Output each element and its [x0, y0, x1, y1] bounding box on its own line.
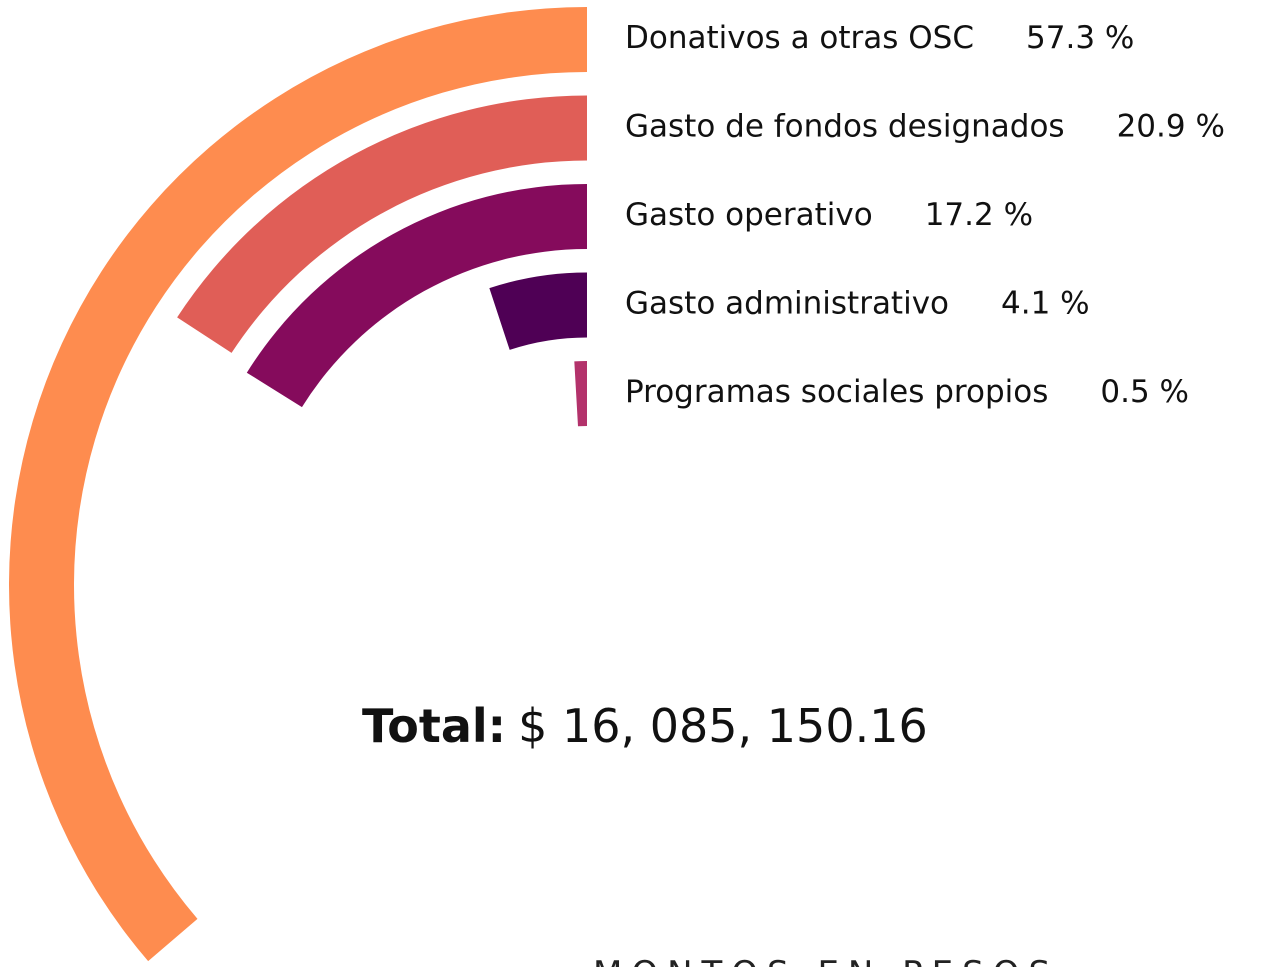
total-value: $ 16, 085, 150.16 — [518, 699, 928, 753]
category-label: Programas sociales propios — [625, 374, 1048, 410]
subtitle: MONTOS EN PESOS — [593, 954, 1059, 967]
radial-bar — [246, 184, 587, 408]
total: Total: $ 16, 085, 150.16 — [362, 699, 928, 753]
category-label: Gasto de fondos designados — [625, 109, 1065, 145]
value-label: 57.3 % — [1026, 20, 1134, 56]
value-label: 17.2 % — [925, 197, 1033, 233]
value-label: 0.5 % — [1100, 374, 1189, 410]
category-label: Donativos a otras OSC — [625, 20, 974, 56]
category-label: Gasto operativo — [625, 197, 873, 233]
total-label: Total: — [362, 699, 506, 753]
value-label: 20.9 % — [1117, 109, 1225, 145]
radial-bar — [489, 272, 587, 350]
radial-bar — [574, 361, 587, 427]
radial-bar — [177, 95, 587, 353]
category-label: Gasto administrativo — [625, 286, 949, 322]
radial-bar — [8, 7, 588, 962]
value-label: 4.1 % — [1001, 286, 1090, 322]
